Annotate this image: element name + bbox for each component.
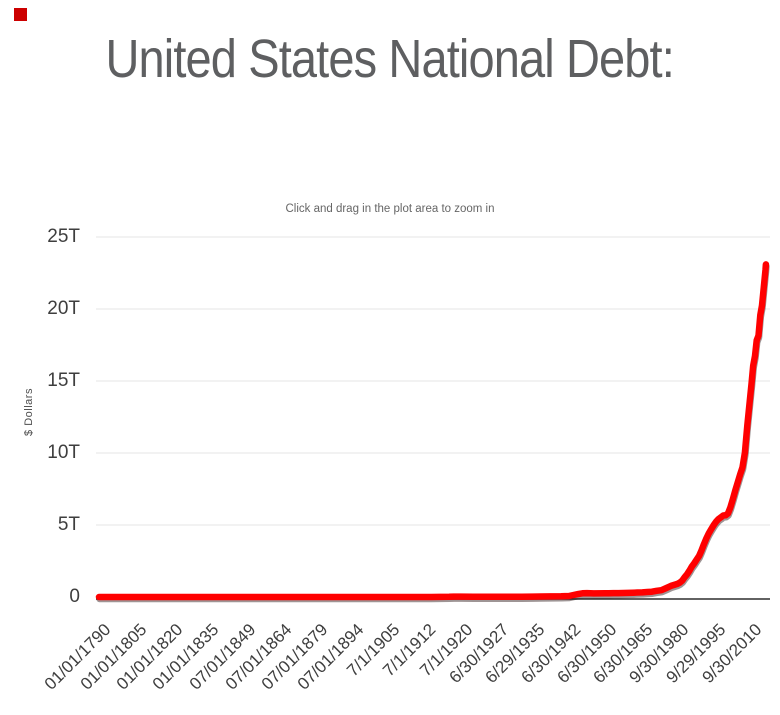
y-tick-label: 0 — [69, 586, 80, 607]
y-tick-label: 10T — [47, 442, 80, 463]
y-tick-label: 20T — [47, 298, 80, 319]
page-title-text: United States National Debt: — [105, 29, 675, 89]
y-tick-label: 25T — [47, 226, 80, 247]
y-tick-label: 15T — [47, 370, 80, 391]
y-tick-label: 5T — [57, 514, 80, 535]
chart-subtitle: Click and drag in the plot area to zoom … — [285, 203, 495, 215]
debt-line-shadow — [96, 263, 770, 603]
page-title: United States National Debt: — [0, 28, 780, 90]
red-brand-mark — [14, 8, 27, 21]
debt-line-series — [95, 261, 770, 601]
